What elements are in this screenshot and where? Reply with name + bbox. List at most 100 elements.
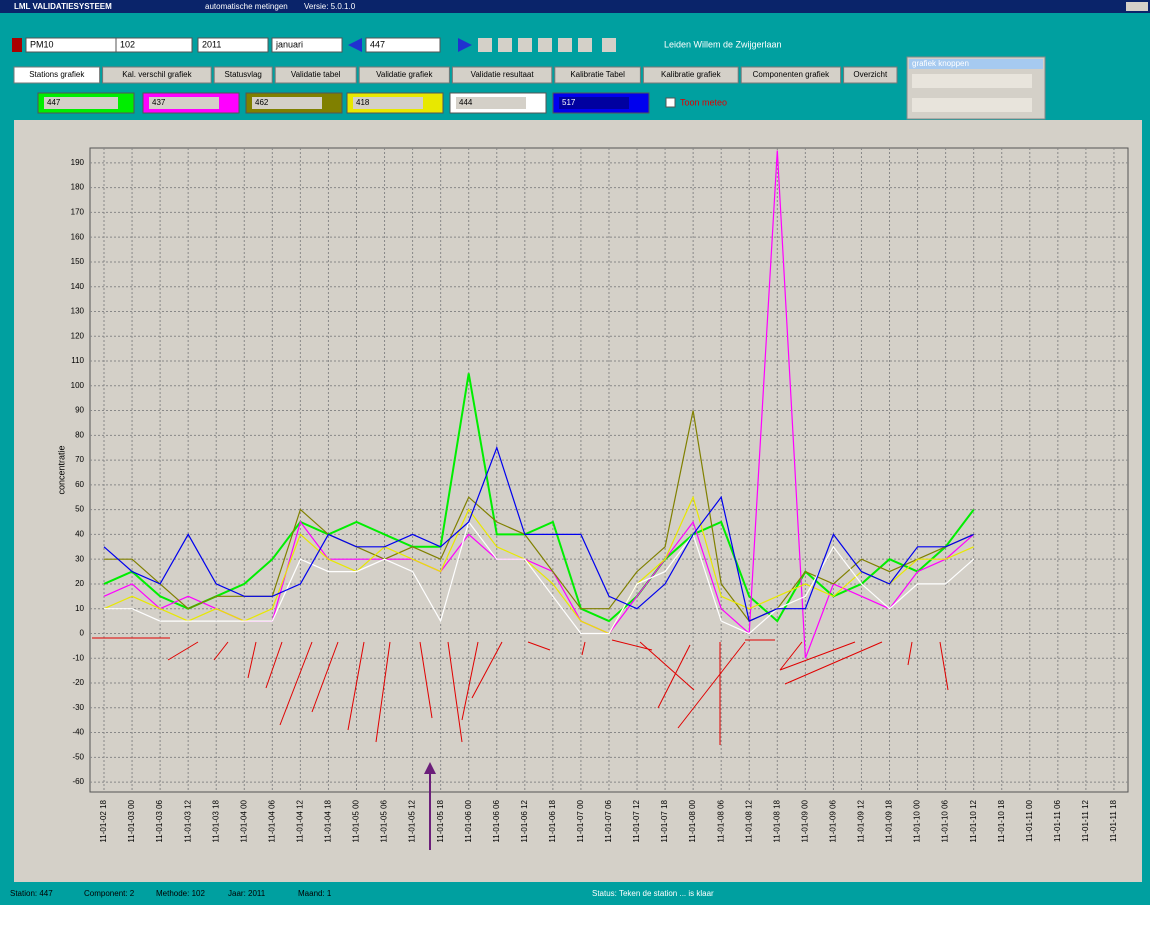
arrow [939, 641, 949, 691]
x-tick-label: 11-01-06 06 [492, 799, 501, 842]
tab-label: Validatie resultaat [471, 70, 535, 79]
x-tick-label: 11-01-10 18 [997, 799, 1006, 842]
tab[interactable] [274, 66, 357, 84]
tab-bar: Stations grafiek Kal. verschil grafiek Sta… [13, 66, 898, 84]
x-tick-label: 11-01-03 06 [155, 799, 164, 842]
combo-method[interactable] [115, 37, 193, 53]
panel-buttons[interactable] [912, 74, 1032, 88]
tool-button[interactable] [518, 38, 532, 52]
tool-button[interactable] [538, 38, 552, 52]
arrow [265, 641, 283, 689]
arrow [311, 641, 339, 713]
station-name: 437 [152, 98, 166, 107]
arrow [347, 641, 365, 731]
status-item: Jaar: 2011 [228, 889, 266, 898]
x-tick-label: 11-01-11 18 [1109, 799, 1118, 842]
arrow [279, 641, 313, 726]
y-tick-label: 100 [71, 381, 85, 390]
combo-station[interactable] [365, 37, 441, 53]
x-tick-label: 11-01-06 12 [520, 799, 529, 842]
arrow [527, 641, 551, 651]
x-tick-label: 11-01-09 00 [800, 799, 809, 842]
x-tick-label: 11-01-05 00 [352, 799, 361, 842]
series-line [103, 495, 974, 635]
tab[interactable] [740, 66, 842, 84]
x-tick-label: 11-01-08 00 [688, 799, 697, 842]
x-tick-label: 11-01-11 12 [1081, 799, 1090, 842]
app-version: Versie: 5.0.1.0 [304, 2, 356, 11]
arrow [611, 639, 653, 651]
tab[interactable] [358, 66, 450, 84]
exit-button[interactable] [12, 38, 22, 52]
arrow [247, 641, 257, 679]
x-tick-label: 11-01-02 18 [99, 799, 108, 842]
tab[interactable] [642, 66, 739, 84]
y-tick-label: 20 [75, 579, 84, 588]
combo-year[interactable] [197, 37, 269, 53]
y-tick-label: 150 [71, 257, 85, 266]
series-line [104, 520, 975, 635]
x-tick-label: 11-01-07 12 [632, 799, 641, 842]
tab[interactable] [843, 66, 898, 84]
toolbar: PM10 102 2011 januari 447 Leiden Willem … [12, 37, 782, 53]
x-tick-label: 11-01-09 12 [857, 799, 866, 842]
y-tick-label: -10 [72, 653, 84, 662]
arrow [657, 644, 691, 709]
x-tick-label: 11-01-05 18 [436, 799, 445, 842]
x-tick-label: 11-01-03 12 [183, 799, 192, 842]
prev-button[interactable] [348, 38, 362, 52]
selector-field [252, 97, 322, 109]
tab[interactable] [451, 66, 553, 84]
x-tick-label: 11-01-07 00 [576, 799, 585, 842]
y-tick-label: -30 [72, 703, 84, 712]
tool-button[interactable] [478, 38, 492, 52]
y-tick-label: 10 [75, 604, 84, 613]
y-tick-label: -20 [72, 678, 84, 687]
tab[interactable] [13, 66, 101, 84]
y-tick-label: 130 [71, 307, 85, 316]
x-tick-label: 11-01-11 00 [1025, 799, 1034, 842]
y-tick-label: 190 [71, 158, 85, 167]
tool-button[interactable] [578, 38, 592, 52]
arrow [213, 641, 229, 661]
tool-button[interactable] [602, 38, 616, 52]
x-tick-label: 11-01-05 12 [408, 799, 417, 842]
series-line [103, 373, 975, 623]
arrow [677, 641, 746, 729]
panel-buttons[interactable] [912, 98, 1032, 112]
tab-label: Kal. verschil grafiek [122, 70, 192, 79]
x-tick-label: 11-01-11 06 [1053, 799, 1062, 842]
combo-text: 2011 [202, 39, 221, 49]
location: Leiden Willem de Zwijgerlaan [664, 39, 782, 49]
arrow [471, 641, 503, 699]
tab-label: Stations grafiek [29, 70, 85, 79]
tool-button[interactable] [558, 38, 572, 52]
y-tick-label: 90 [75, 406, 84, 415]
x-tick-label: 11-01-10 00 [913, 799, 922, 842]
y-tick-label: 120 [71, 331, 85, 340]
meteo-label: Toon meteo [680, 97, 727, 107]
status-item: Methode: 102 [156, 889, 205, 898]
series-line [103, 445, 974, 622]
arrow [167, 641, 199, 661]
tab[interactable] [213, 66, 273, 84]
tool-button[interactable] [498, 38, 512, 52]
y-tick-label: 140 [71, 282, 85, 291]
y-tick-label: 80 [75, 430, 84, 439]
checkbox[interactable] [665, 97, 676, 108]
status-item: Station: 447 [10, 889, 53, 898]
tab[interactable] [554, 66, 641, 84]
combo-text: 102 [120, 39, 135, 49]
selector-field [559, 97, 629, 109]
combo-month[interactable] [271, 37, 343, 53]
window-controls[interactable] [1126, 2, 1148, 11]
next-button[interactable] [458, 38, 472, 52]
combo-text: 447 [370, 39, 385, 49]
y-tick-label: 180 [71, 183, 85, 192]
status-item: Maand: 1 [298, 889, 332, 898]
station-name: 462 [255, 98, 269, 107]
tab[interactable] [102, 66, 212, 84]
app-title: LML VALIDATIESYSTEEM [14, 2, 112, 11]
x-tick-label: 11-01-03 18 [211, 799, 220, 842]
x-tick-label: 11-01-09 18 [885, 799, 894, 842]
